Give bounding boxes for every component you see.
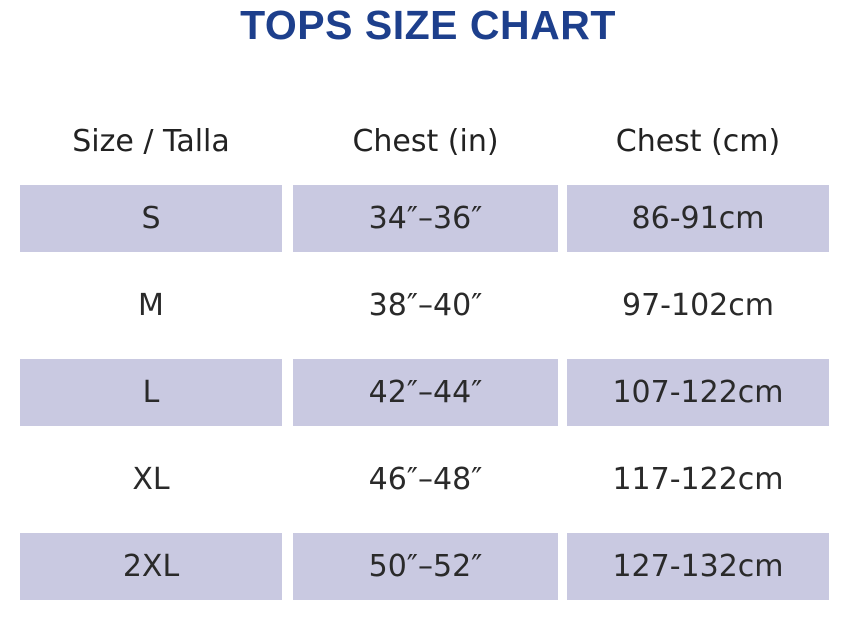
table-cell-size: L (20, 359, 282, 426)
table-cell-chest-cm: 86-91cm (567, 185, 829, 252)
table-cell-chest-in: 46″–48″ (368, 462, 483, 497)
page-title: TOPS SIZE CHART (240, 2, 616, 48)
table-cell-chest-in: 42″–44″ (293, 359, 558, 426)
table-cell-chest-cm: 107-122cm (567, 359, 829, 426)
header-chest-cm: Chest (cm) (615, 124, 781, 159)
table-cell-chest-cm: 97-102cm (622, 288, 774, 323)
table-cell-size: XL (132, 462, 170, 497)
header-size: Size / Talla (72, 124, 230, 159)
table-cell-chest-in: 38″–40″ (368, 288, 483, 323)
table-cell-size: S (20, 185, 282, 252)
table-cell-chest-cm: 127-132cm (567, 533, 829, 600)
table-cell-size: M (138, 288, 164, 323)
header-chest-in: Chest (in) (352, 124, 499, 159)
table-cell-size: 2XL (20, 533, 282, 600)
table-cell-chest-in: 50″–52″ (293, 533, 558, 600)
table-cell-chest-in: 34″–36″ (293, 185, 558, 252)
table-cell-chest-cm: 117-122cm (612, 462, 784, 497)
